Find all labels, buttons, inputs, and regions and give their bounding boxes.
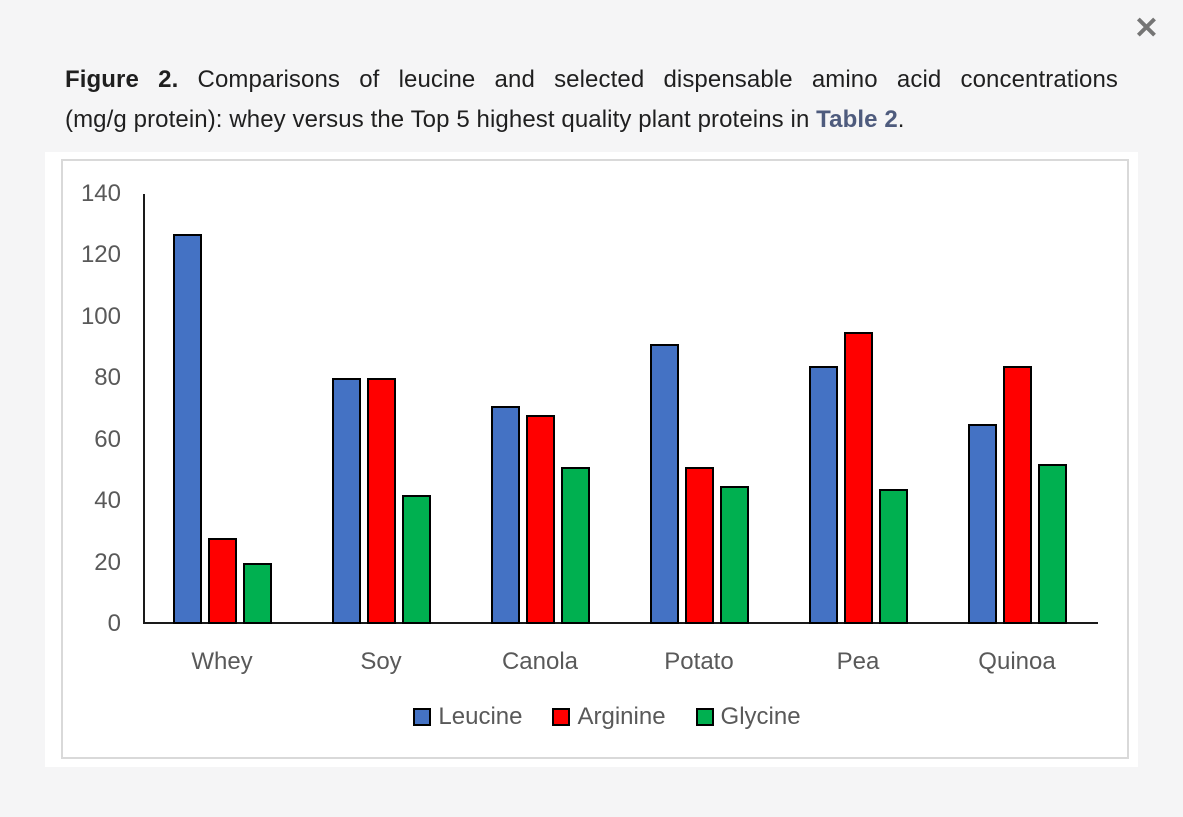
y-tick-label: 120: [80, 241, 121, 268]
bar-leucine-soy: [331, 378, 361, 624]
y-tick-label: 20: [94, 549, 121, 576]
bar-arginine-quinoa: [1002, 366, 1032, 624]
bar-glycine-pea: [878, 489, 908, 624]
bar-arginine-pea: [843, 332, 873, 624]
bar-arginine-canola: [525, 415, 555, 624]
figure-label: Figure 2.: [65, 66, 179, 93]
bar-glycine-canola: [560, 467, 590, 624]
y-tick-label: 80: [94, 364, 121, 391]
bar-arginine-soy: [366, 378, 396, 624]
bar-glycine-potato: [719, 486, 749, 624]
bar-arginine-potato: [684, 467, 714, 624]
bar-leucine-quinoa: [967, 424, 997, 624]
bar-glycine-whey: [242, 563, 272, 624]
legend-swatch-arginine-icon: [552, 708, 571, 726]
x-category-label-canola: Canola: [501, 648, 579, 675]
x-axis-line: [143, 622, 1098, 624]
legend-label-leucine: Leucine: [438, 703, 523, 730]
x-category-label-potato: Potato: [664, 648, 734, 675]
close-icon[interactable]: ✕: [1133, 12, 1159, 45]
legend-swatch-glycine-icon: [695, 708, 714, 726]
x-category-label-pea: Pea: [836, 648, 880, 675]
x-category-label-soy: Soy: [360, 648, 402, 675]
legend-item-arginine: Arginine: [552, 703, 666, 730]
figure-caption: Figure 2. Comparisons of leucine and sel…: [65, 60, 1118, 140]
legend-item-glycine: Glycine: [695, 703, 801, 730]
legend-label-arginine: Arginine: [577, 703, 666, 730]
bar-leucine-pea: [808, 366, 838, 624]
caption-period: .: [897, 106, 905, 133]
caption-text-2: (mg/g protein): whey versus the Top 5 hi…: [65, 106, 817, 133]
bar-leucine-potato: [649, 344, 679, 624]
bar-leucine-canola: [490, 406, 520, 624]
y-tick-label: 60: [94, 426, 121, 453]
bar-arginine-whey: [207, 538, 237, 624]
y-tick-label: 100: [80, 303, 121, 330]
legend: Leucine Arginine Glycine: [131, 704, 1083, 730]
legend-swatch-leucine-icon: [413, 708, 432, 726]
figure-canvas: 0 20 40 60 80 100 120 140 Whey Soy Canola Potato Pea…: [61, 159, 1129, 759]
y-axis-line: [143, 194, 145, 624]
bar-glycine-quinoa: [1037, 464, 1067, 624]
y-tick-label: 140: [80, 180, 121, 207]
table-2-link[interactable]: Table 2: [816, 106, 898, 133]
y-tick-label: 40: [94, 487, 121, 514]
figure-panel: 0 20 40 60 80 100 120 140 Whey Soy Canola Potato Pea…: [45, 152, 1138, 767]
legend-item-leucine: Leucine: [413, 704, 522, 730]
caption-line-1: Figure 2. Comparisons of leucine and sel…: [65, 60, 1118, 100]
y-tick-label: 0: [107, 610, 121, 637]
legend-label-glycine: Glycine: [720, 703, 801, 730]
caption-text-1: Comparisons of leucine and selected disp…: [178, 66, 1119, 93]
x-category-label-whey: Whey: [191, 648, 253, 675]
caption-line-2: (mg/g protein): whey versus the Top 5 hi…: [65, 100, 1118, 140]
bar-glycine-soy: [401, 495, 431, 624]
bar-leucine-whey: [172, 234, 202, 624]
x-category-label-quinoa: Quinoa: [978, 648, 1056, 675]
